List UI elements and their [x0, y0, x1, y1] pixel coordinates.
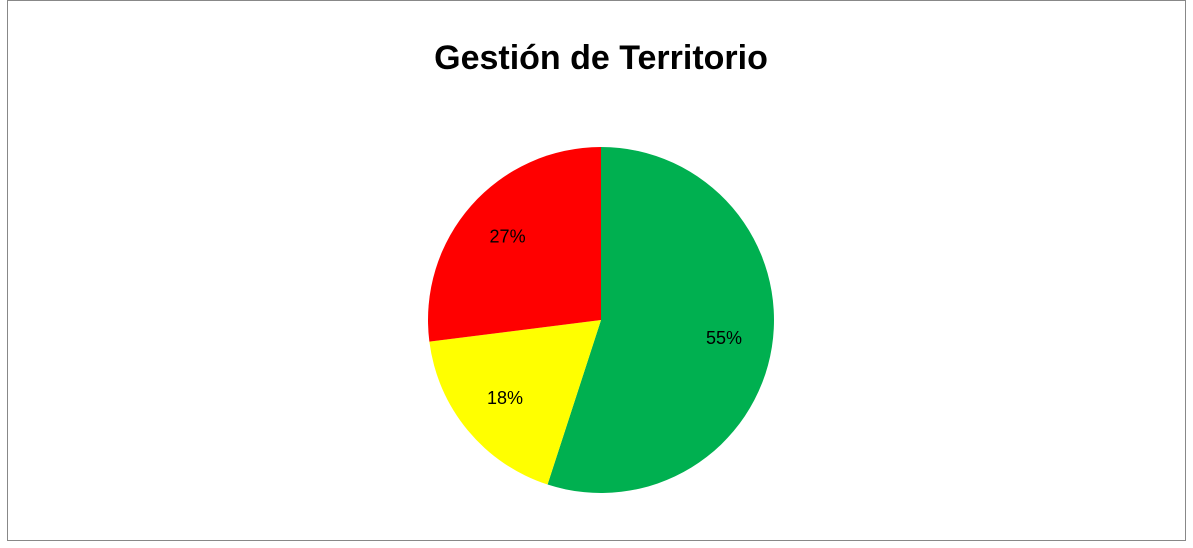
chart-title: Gestión de Territorio — [434, 39, 768, 77]
data-label: 55% — [706, 328, 742, 348]
pie-slice — [547, 147, 774, 494]
pie-slice — [428, 147, 601, 342]
pie-slice — [429, 320, 601, 485]
data-label: 27% — [490, 226, 526, 246]
data-label: 18% — [487, 388, 523, 408]
